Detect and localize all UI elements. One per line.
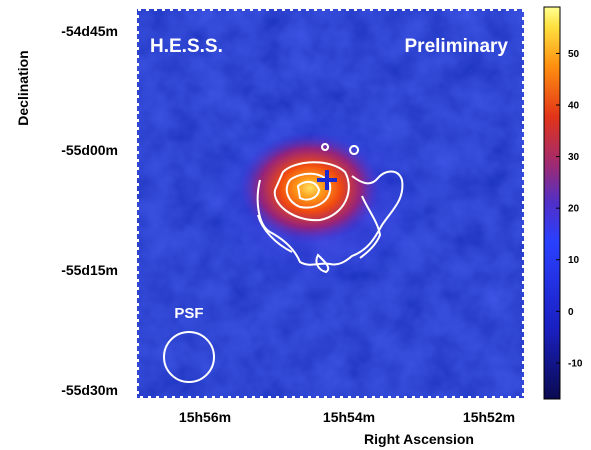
- colorbar-tick-label: 50: [568, 49, 580, 60]
- psf-circle: [163, 331, 215, 383]
- x-tick-label: 15h56m: [179, 409, 231, 425]
- emission-hotspot: [238, 132, 382, 244]
- colorbar-gradient: [543, 6, 561, 400]
- colorbar-tick-label: 40: [568, 101, 580, 112]
- colorbar-tick-label: 0: [568, 307, 574, 318]
- y-tick-label: -55d15m: [61, 262, 118, 278]
- plot-frame: [137, 9, 524, 398]
- y-tick-label: -54d45m: [61, 23, 118, 39]
- colorbar: 50 40 30 20 10 0 -10: [543, 6, 583, 400]
- x-tick-label: 15h52m: [463, 409, 515, 425]
- preliminary-label: Preliminary: [405, 36, 509, 57]
- x-axis-label: Right Ascension: [364, 431, 474, 447]
- experiment-label: H.E.S.S.: [150, 36, 223, 57]
- y-tick-label: -55d30m: [61, 382, 118, 398]
- colorbar-tick-label: 20: [568, 204, 580, 215]
- source-position-marker: [317, 170, 337, 190]
- y-axis: -54d45m -55d00m -55d15m -55d30m Declinat…: [15, 23, 118, 398]
- colorbar-tick-label: 10: [568, 255, 580, 266]
- colorbar-ticks: 50 40 30 20 10 0 -10: [556, 49, 583, 369]
- colorbar-tick-label: 30: [568, 152, 580, 163]
- y-axis-label: Declination: [15, 50, 31, 125]
- y-tick-label: -55d00m: [61, 142, 118, 158]
- skymap-plot-area: PSF H.E.S.S. Preliminary: [137, 9, 524, 398]
- x-axis: 15h56m 15h54m 15h52m Right Ascension: [179, 409, 515, 447]
- x-tick-label: 15h54m: [323, 409, 375, 425]
- psf-label: PSF: [174, 305, 203, 322]
- contour-lines: [256, 143, 404, 274]
- colorbar-tick-label: -10: [568, 358, 583, 369]
